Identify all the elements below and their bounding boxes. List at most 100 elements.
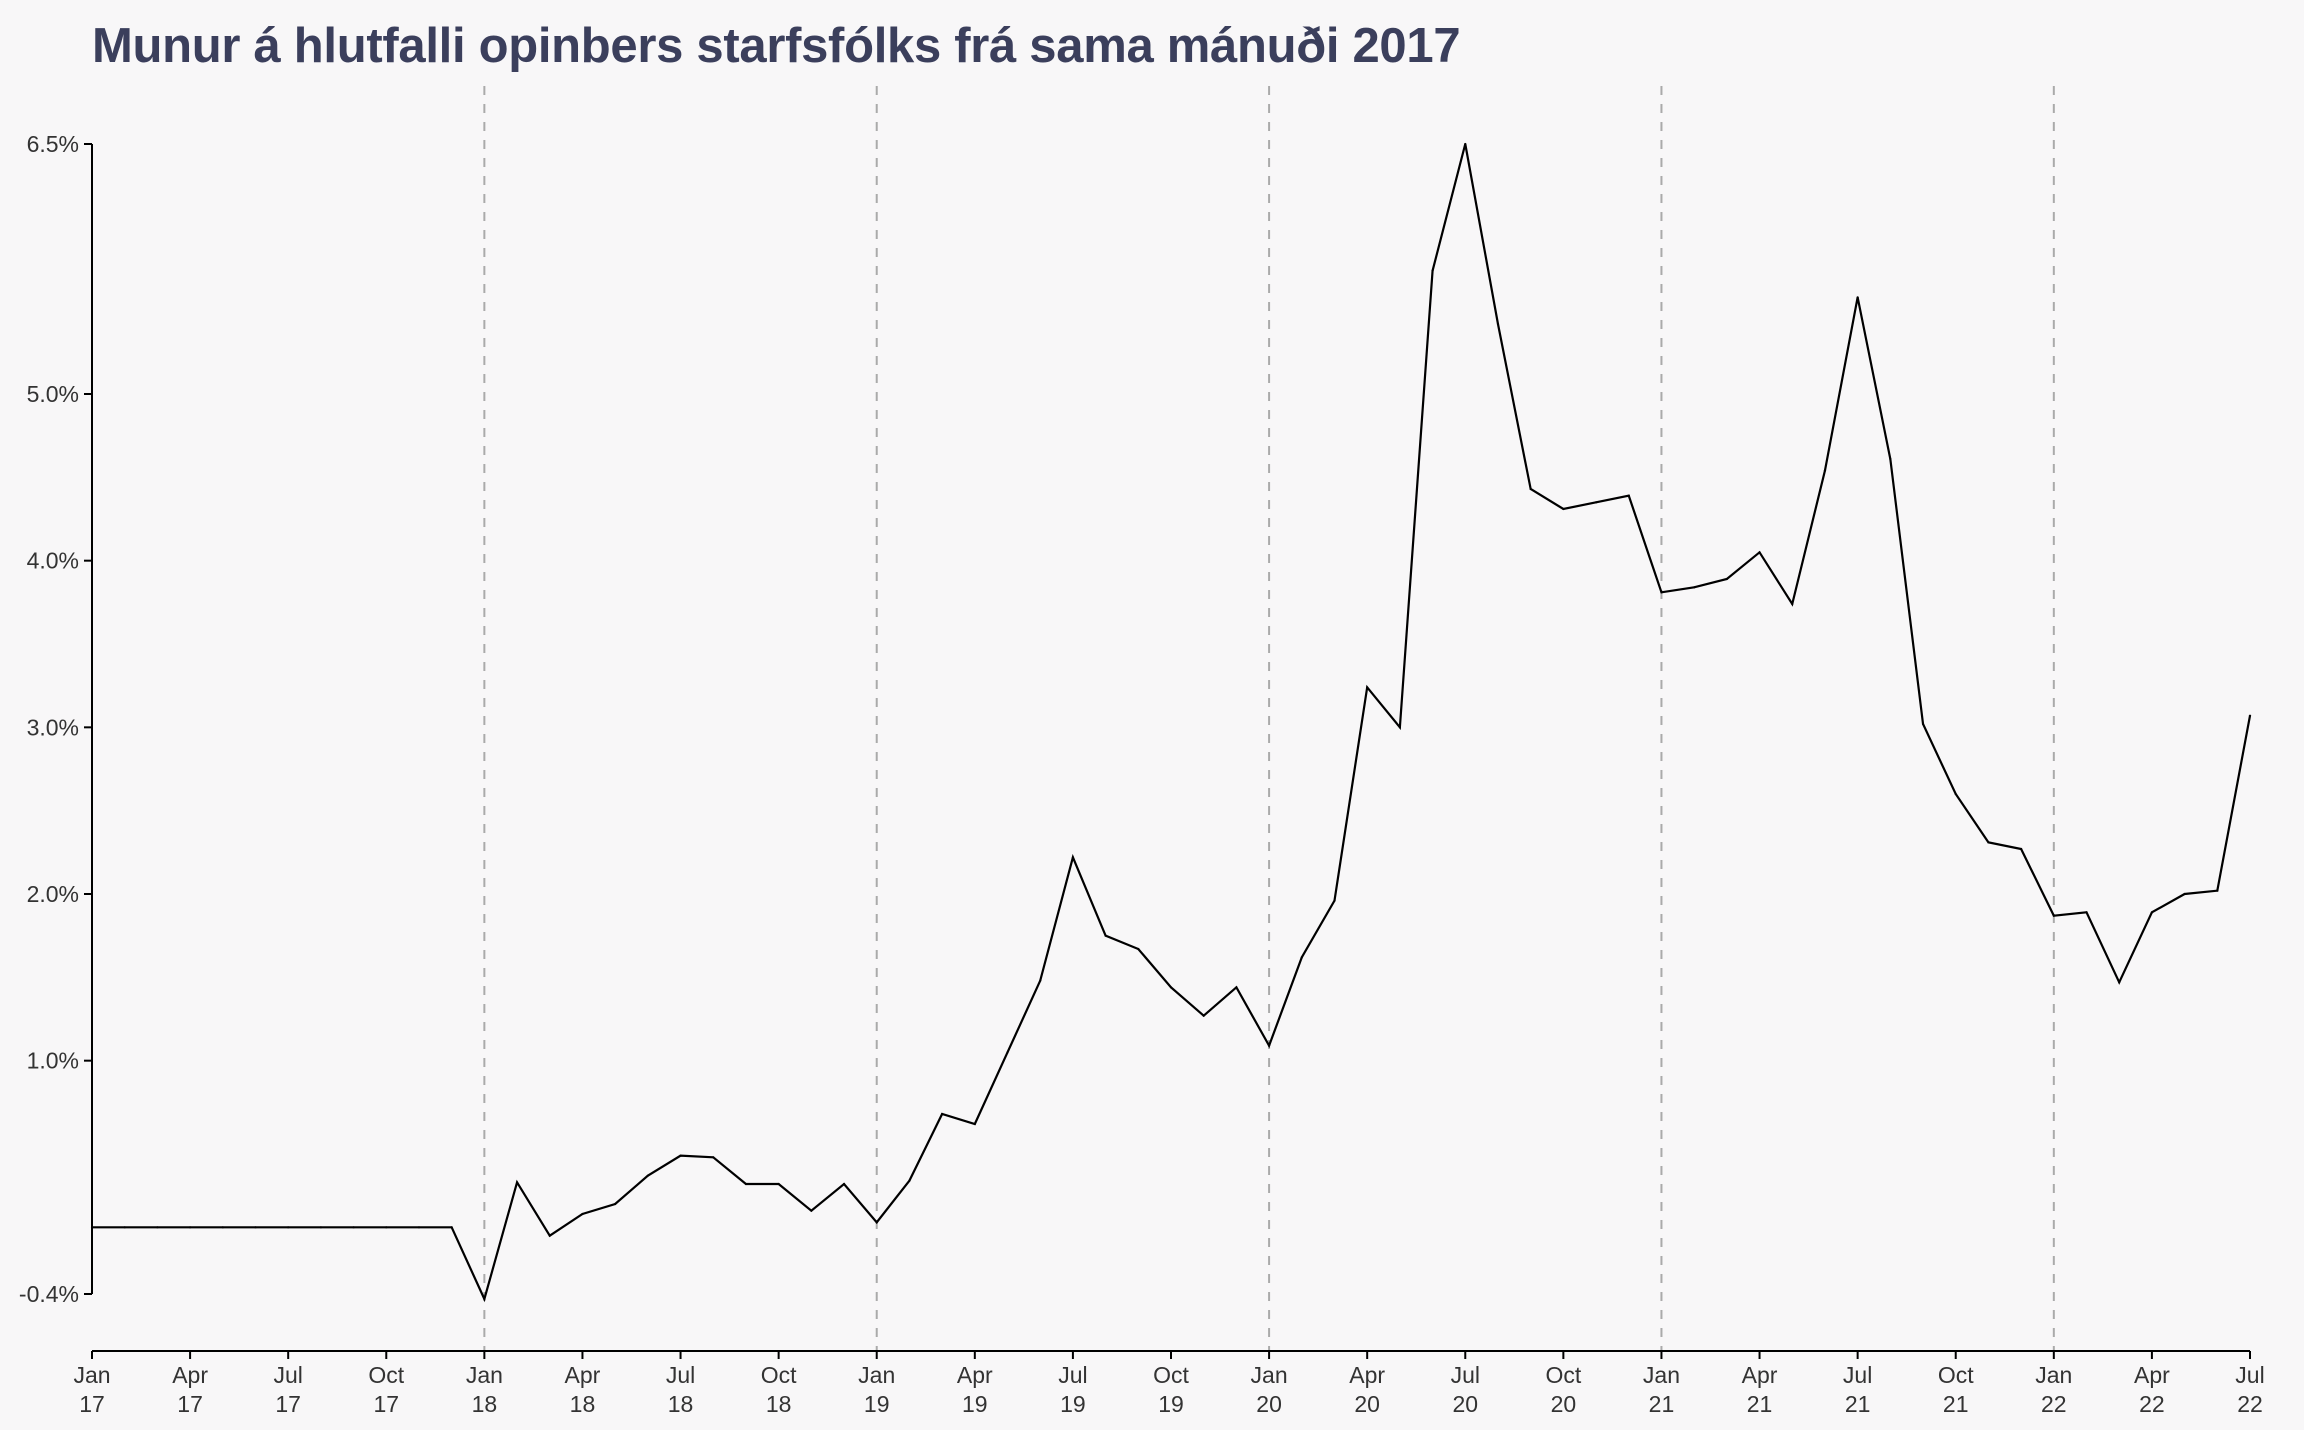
data-point <box>548 1234 551 1237</box>
x-tick-label: Apr 17 <box>172 1362 208 1417</box>
x-tick-label: Jul 22 <box>2235 1362 2264 1417</box>
x-tick-label: Oct 20 <box>1545 1362 1581 1417</box>
data-point <box>1169 986 1173 989</box>
data-point <box>1006 1051 1009 1054</box>
data-point <box>515 1181 519 1184</box>
data-point <box>712 1156 715 1159</box>
data-point <box>156 1226 159 1229</box>
data-point <box>2216 889 2219 892</box>
x-tick-label: Jul 19 <box>1058 1362 1087 1417</box>
data-point <box>254 1226 257 1229</box>
y-axis: -0.4% 1.0% 2.0% 3.0% 4.0% 5.0% 6.5% <box>19 131 93 1307</box>
data-point <box>2183 892 2186 896</box>
data-point <box>1627 494 1630 497</box>
data-point <box>450 1226 453 1229</box>
data-point <box>1758 551 1761 554</box>
data-point <box>2052 914 2055 917</box>
y-tick-label: 2.0% <box>27 881 79 907</box>
y-tick-label: 5.0% <box>27 381 79 407</box>
data-point <box>287 1226 290 1229</box>
year-separators <box>483 86 2055 1351</box>
x-tick-label: Apr 20 <box>1349 1362 1385 1417</box>
x-tick-label: Jul 18 <box>666 1362 695 1417</box>
data-point <box>1856 296 1859 299</box>
data-point <box>1889 457 1892 461</box>
data-point <box>90 1226 94 1229</box>
data-point <box>2118 981 2121 984</box>
data-point <box>1366 686 1369 689</box>
data-point <box>1660 591 1663 594</box>
y-tick-label: 1.0% <box>27 1048 79 1074</box>
data-point <box>385 1226 388 1229</box>
data-point <box>483 1297 486 1301</box>
data-point <box>2020 847 2023 851</box>
data-point <box>352 1226 355 1229</box>
data-point <box>810 1209 813 1212</box>
chart-title: Munur á hlutfalli opinbers starfsfólks f… <box>92 19 1461 73</box>
data-point <box>1594 501 1598 504</box>
data-point <box>1921 722 1925 726</box>
data-point <box>1333 899 1336 902</box>
x-tick-label: Jan 22 <box>2035 1362 2072 1417</box>
data-point <box>1725 577 1728 581</box>
data-point <box>2248 714 2252 717</box>
x-tick-label: Jan 21 <box>1643 1362 1680 1417</box>
x-tick-label: Jan 20 <box>1251 1362 1288 1417</box>
data-point <box>1496 322 1500 326</box>
data-point <box>842 1182 846 1186</box>
data-point <box>221 1226 224 1229</box>
data-point <box>875 1221 878 1224</box>
data-point <box>973 1122 976 1126</box>
x-tick-label: Apr 18 <box>565 1362 601 1417</box>
x-tick-label: Jan 17 <box>73 1362 110 1417</box>
x-axis: Jan 17 Apr 17 Jul 17 Oct 17 Jan 18 Apr 18 Jul 18 Oct 18… <box>73 1350 2265 1417</box>
y-tick-label: -0.4% <box>19 1281 79 1307</box>
data-point <box>2150 911 2154 914</box>
y-tick-label: 4.0% <box>27 548 79 574</box>
data-point <box>908 1179 911 1182</box>
x-tick-label: Jul 17 <box>273 1362 302 1417</box>
series-layer <box>90 142 2252 1303</box>
data-point <box>417 1226 421 1229</box>
x-tick-label: Oct 18 <box>761 1362 797 1417</box>
x-tick-label: Jan 19 <box>858 1362 895 1417</box>
data-point <box>1398 726 1401 729</box>
data-point <box>188 1226 192 1229</box>
x-tick-label: Apr 22 <box>2134 1362 2170 1417</box>
data-point <box>1300 956 1303 959</box>
data-point <box>2085 911 2088 914</box>
data-point <box>1823 469 1827 472</box>
x-tick-label: Apr 21 <box>1742 1362 1778 1417</box>
data-point <box>319 1226 322 1229</box>
data-point <box>581 1212 584 1216</box>
data-point <box>1791 602 1794 606</box>
data-point <box>1235 986 1238 989</box>
x-tick-label: Oct 19 <box>1153 1362 1189 1417</box>
series-line <box>92 143 2252 1303</box>
data-point <box>123 1226 126 1229</box>
data-point <box>941 1112 944 1116</box>
x-tick-label: Oct 21 <box>1938 1362 1974 1417</box>
data-point <box>614 1202 617 1206</box>
data-point <box>1267 1044 1271 1047</box>
data-point <box>1562 507 1565 511</box>
data-point <box>1693 586 1696 589</box>
data-point <box>1431 269 1434 272</box>
data-point <box>1039 979 1042 982</box>
y-tick-label: 3.0% <box>27 714 79 740</box>
x-tick-label: Jan 18 <box>466 1362 503 1417</box>
data-point <box>679 1154 682 1157</box>
data-point <box>1104 934 1107 937</box>
data-point <box>1137 947 1140 951</box>
x-tick-label: Jul 21 <box>1843 1362 1872 1417</box>
data-point <box>744 1182 748 1186</box>
data-point <box>1202 1014 1205 1017</box>
data-point <box>1071 856 1075 859</box>
data-point <box>1987 841 1990 844</box>
x-tick-label: Apr 19 <box>957 1362 993 1417</box>
data-point <box>1954 792 1957 796</box>
y-tick-label: 6.5% <box>27 131 79 157</box>
x-tick-label: Jul 20 <box>1451 1362 1480 1417</box>
